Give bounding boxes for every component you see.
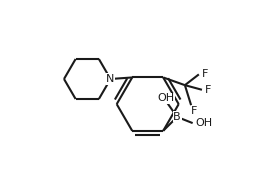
Text: F: F: [202, 69, 208, 79]
Text: OH: OH: [158, 94, 175, 103]
Text: B: B: [173, 112, 181, 122]
Text: F: F: [191, 106, 197, 116]
Text: OH: OH: [195, 118, 212, 128]
Text: N: N: [106, 74, 115, 84]
Text: F: F: [205, 85, 211, 95]
